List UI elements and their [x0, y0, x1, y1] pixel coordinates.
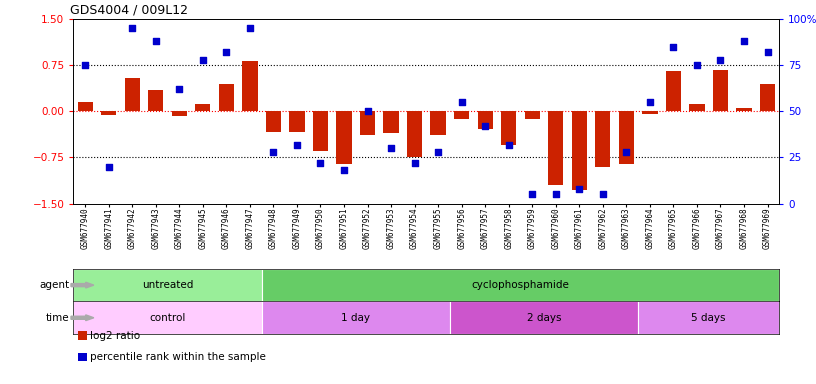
Point — [173, 86, 186, 92]
Bar — [619, 111, 634, 164]
Bar — [572, 111, 587, 190]
Bar — [454, 111, 469, 119]
Text: untreated: untreated — [142, 280, 193, 290]
Bar — [171, 111, 187, 116]
Text: percentile rank within the sample: percentile rank within the sample — [90, 352, 266, 362]
Point — [596, 191, 610, 197]
Point — [761, 49, 774, 55]
Point — [432, 149, 445, 155]
Point — [267, 149, 280, 155]
Point — [690, 62, 703, 68]
Point — [338, 167, 351, 174]
Bar — [73, 301, 262, 334]
Bar — [595, 111, 610, 167]
Point — [290, 141, 304, 147]
Bar — [266, 111, 281, 132]
Text: GDS4004 / 009L12: GDS4004 / 009L12 — [70, 3, 188, 17]
Point — [197, 57, 210, 63]
Bar — [666, 71, 681, 111]
Bar — [125, 78, 140, 111]
Text: cyclophosphamide: cyclophosphamide — [472, 280, 570, 290]
Text: 5 days: 5 days — [691, 313, 726, 323]
Bar — [78, 102, 93, 111]
Bar — [360, 111, 375, 135]
Point — [479, 123, 492, 129]
Bar — [713, 70, 728, 111]
Text: control: control — [149, 313, 186, 323]
Bar — [290, 111, 304, 132]
Point — [243, 25, 256, 31]
Bar — [149, 90, 163, 111]
Bar — [638, 301, 779, 334]
Text: log2 ratio: log2 ratio — [90, 331, 140, 341]
Bar — [219, 84, 234, 111]
Bar — [262, 301, 450, 334]
Point — [384, 145, 397, 151]
Bar — [642, 111, 658, 114]
Point — [502, 141, 515, 147]
Bar — [336, 111, 352, 164]
Point — [667, 44, 680, 50]
Bar — [690, 104, 704, 111]
Point — [149, 38, 162, 45]
Bar — [73, 269, 262, 301]
Text: 2 days: 2 days — [527, 313, 561, 323]
Bar — [525, 111, 540, 119]
Point — [549, 191, 562, 197]
Text: 1 day: 1 day — [341, 313, 370, 323]
Bar — [262, 269, 779, 301]
Point — [78, 62, 91, 68]
Bar — [450, 301, 638, 334]
Bar — [384, 111, 399, 133]
Bar — [195, 104, 211, 111]
Point — [220, 49, 233, 55]
Point — [526, 191, 539, 197]
Point — [738, 38, 751, 45]
Point — [620, 149, 633, 155]
Bar — [407, 111, 422, 157]
Point — [714, 57, 727, 63]
Point — [314, 160, 327, 166]
Point — [408, 160, 421, 166]
Point — [643, 99, 656, 105]
Point — [455, 99, 468, 105]
Text: agent: agent — [39, 280, 69, 290]
Bar — [242, 61, 258, 111]
Point — [102, 164, 115, 170]
Bar — [431, 111, 446, 135]
Text: time: time — [46, 313, 69, 323]
Point — [361, 108, 374, 114]
Bar — [477, 111, 493, 129]
Bar — [313, 111, 328, 151]
Bar — [501, 111, 517, 145]
Bar — [101, 111, 117, 115]
Bar — [736, 108, 752, 111]
Bar — [760, 84, 775, 111]
Bar — [548, 111, 563, 185]
Point — [573, 186, 586, 192]
Point — [126, 25, 139, 31]
